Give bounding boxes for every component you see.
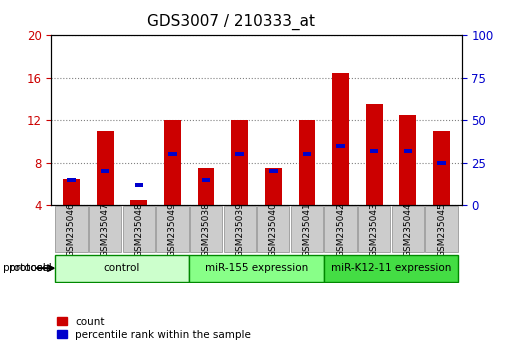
Text: GSM235048: GSM235048: [134, 202, 143, 257]
Legend: count, percentile rank within the sample: count, percentile rank within the sample: [56, 317, 251, 340]
Bar: [433, 131, 450, 205]
FancyBboxPatch shape: [89, 206, 121, 252]
Bar: [97, 131, 113, 205]
FancyBboxPatch shape: [358, 206, 390, 252]
Bar: [63, 179, 80, 205]
Bar: [67, 178, 76, 182]
Bar: [299, 120, 315, 205]
FancyBboxPatch shape: [55, 255, 189, 282]
FancyBboxPatch shape: [425, 206, 458, 252]
Text: protocol: protocol: [9, 263, 51, 273]
Bar: [231, 120, 248, 205]
Text: GSM235038: GSM235038: [202, 202, 210, 257]
Bar: [332, 73, 349, 205]
Bar: [400, 115, 416, 205]
Text: miR-K12-11 expression: miR-K12-11 expression: [331, 263, 451, 273]
Bar: [235, 152, 244, 156]
FancyBboxPatch shape: [55, 206, 88, 252]
FancyBboxPatch shape: [392, 206, 424, 252]
Text: protocol: protocol: [3, 263, 46, 273]
FancyBboxPatch shape: [291, 206, 323, 252]
Text: GSM235044: GSM235044: [403, 202, 412, 257]
FancyBboxPatch shape: [324, 255, 458, 282]
FancyBboxPatch shape: [189, 255, 324, 282]
Text: GSM235047: GSM235047: [101, 202, 110, 257]
FancyBboxPatch shape: [190, 206, 222, 252]
FancyBboxPatch shape: [156, 206, 189, 252]
Bar: [303, 152, 311, 156]
Bar: [168, 152, 176, 156]
Bar: [437, 161, 446, 165]
Bar: [198, 168, 214, 205]
Bar: [202, 178, 210, 182]
Bar: [130, 200, 147, 205]
Bar: [269, 169, 278, 173]
Text: control: control: [104, 263, 140, 273]
Text: GSM235041: GSM235041: [303, 202, 311, 257]
Text: GSM235043: GSM235043: [370, 202, 379, 257]
Text: GDS3007 / 210333_at: GDS3007 / 210333_at: [147, 14, 315, 30]
Bar: [337, 144, 345, 148]
FancyBboxPatch shape: [257, 206, 289, 252]
Bar: [404, 149, 412, 153]
FancyBboxPatch shape: [123, 206, 155, 252]
Text: GSM235046: GSM235046: [67, 202, 76, 257]
Bar: [265, 168, 282, 205]
FancyBboxPatch shape: [324, 206, 357, 252]
Bar: [101, 169, 109, 173]
Bar: [370, 149, 379, 153]
Bar: [164, 120, 181, 205]
Text: GSM235039: GSM235039: [235, 202, 244, 257]
Bar: [366, 104, 383, 205]
Text: miR-155 expression: miR-155 expression: [205, 263, 308, 273]
Text: GSM235049: GSM235049: [168, 202, 177, 257]
FancyBboxPatch shape: [224, 206, 256, 252]
Text: GSM235040: GSM235040: [269, 202, 278, 257]
Text: GSM235045: GSM235045: [437, 202, 446, 257]
Text: GSM235042: GSM235042: [336, 202, 345, 257]
Bar: [134, 183, 143, 187]
